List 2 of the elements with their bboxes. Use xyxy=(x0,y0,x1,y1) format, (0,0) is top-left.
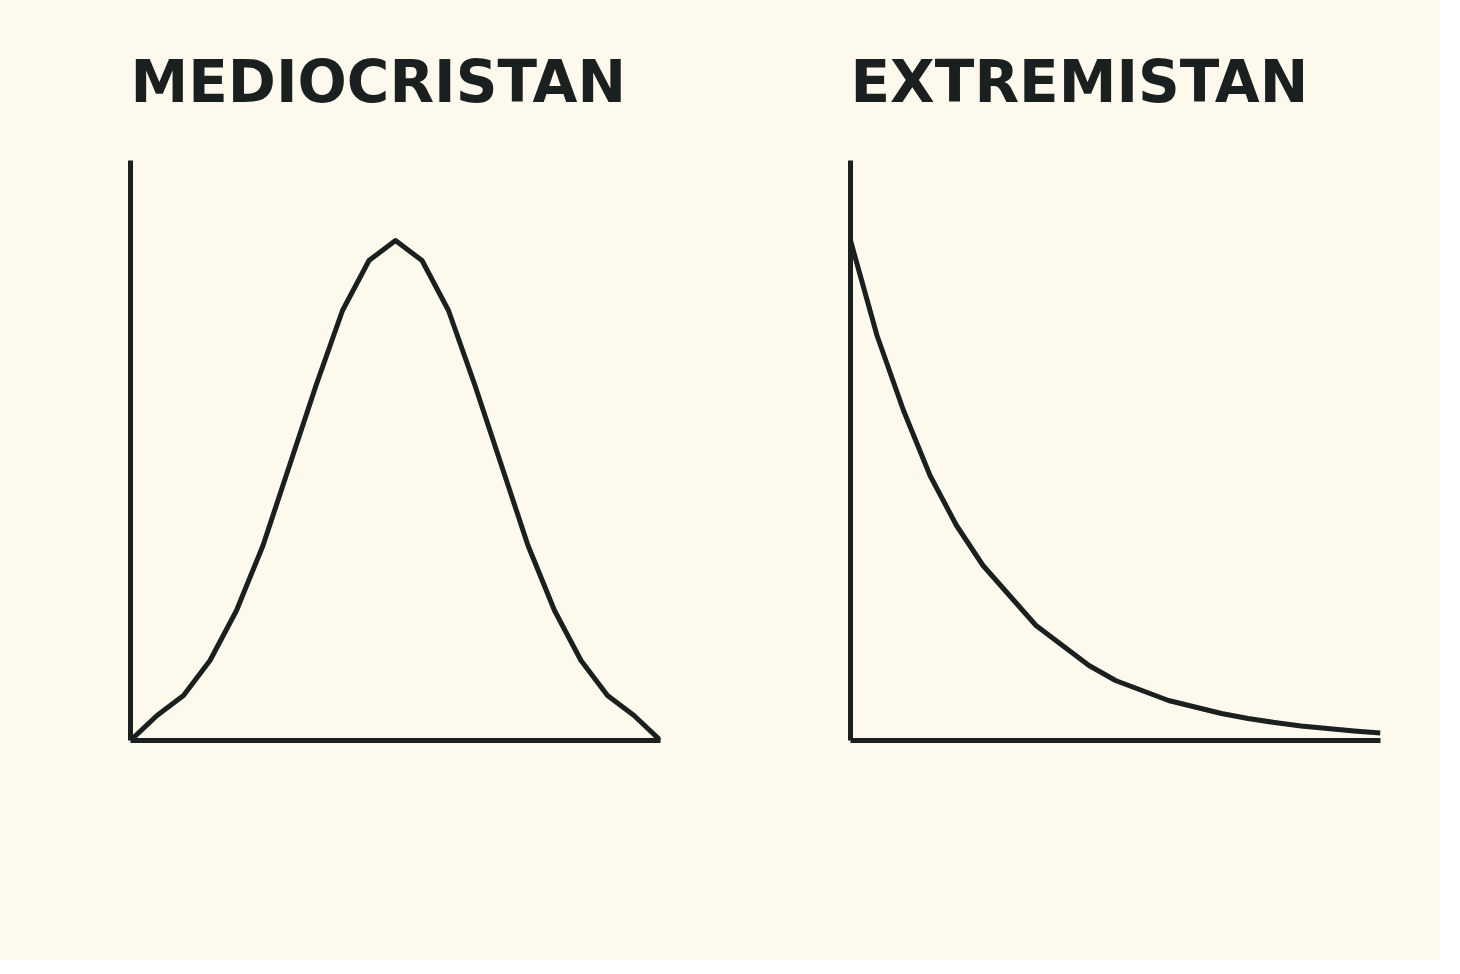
chart-title: MEDIOCRISTAN xyxy=(130,47,626,116)
chart-title: EXTREMISTAN xyxy=(850,47,1309,116)
